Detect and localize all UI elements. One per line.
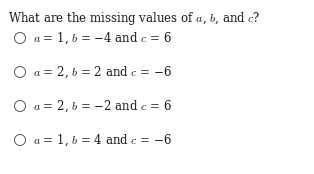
Text: $a$ = 1, $b$ = 4 and $c$ = −6: $a$ = 1, $b$ = 4 and $c$ = −6 — [33, 132, 172, 148]
Text: $a$ = 2, $b$ = −2 and $c$ = 6: $a$ = 2, $b$ = −2 and $c$ = 6 — [33, 98, 172, 114]
Text: What are the missing values of $a$, $b$, and $c$?: What are the missing values of $a$, $b$,… — [8, 10, 261, 27]
Text: $a$ = 1, $b$ = −4 and $c$ = 6: $a$ = 1, $b$ = −4 and $c$ = 6 — [33, 30, 172, 46]
Text: $a$ = 2, $b$ = 2 and $c$ = −6: $a$ = 2, $b$ = 2 and $c$ = −6 — [33, 64, 172, 80]
